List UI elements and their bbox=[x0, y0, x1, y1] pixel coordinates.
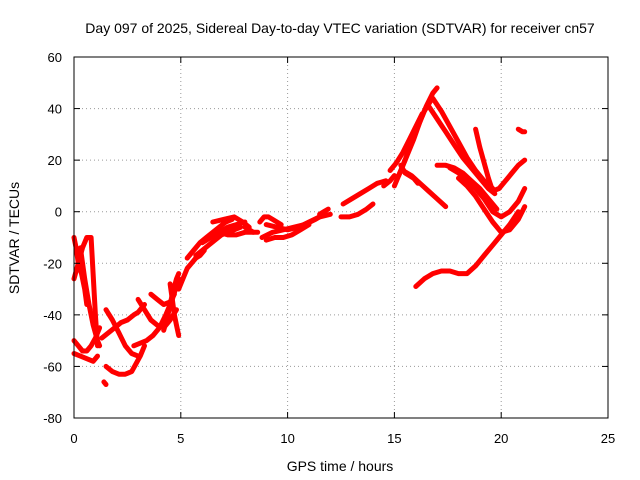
series-track-11 bbox=[135, 296, 179, 331]
y-axis-label: SDTVAR / TECUs bbox=[6, 182, 22, 294]
y-tick-label: 40 bbox=[48, 102, 62, 117]
series-track-29 bbox=[381, 173, 397, 189]
series-track-17 bbox=[193, 224, 244, 258]
y-tick-label: 60 bbox=[48, 50, 62, 65]
y-tick-label: -40 bbox=[43, 308, 62, 323]
x-tick-label: 5 bbox=[177, 431, 184, 446]
series-track-26 bbox=[317, 206, 331, 217]
series-track-5 bbox=[77, 245, 103, 349]
series-track-14 bbox=[167, 281, 182, 338]
y-tick-label: -60 bbox=[43, 359, 62, 374]
grid bbox=[74, 57, 608, 418]
ticks: 0 5 10 15 20 25 -80 -60 -40 -20 0 20 40 60 bbox=[43, 50, 615, 446]
chart-title: Day 097 of 2025, Sidereal Day-to-day VTE… bbox=[85, 20, 595, 36]
series-track-20 bbox=[216, 229, 256, 238]
y-tick-label: -80 bbox=[43, 411, 62, 426]
series-track-28 bbox=[340, 178, 389, 207]
series-track-42 bbox=[515, 126, 528, 135]
series-track-7 bbox=[103, 343, 147, 377]
series-track-15 bbox=[176, 247, 207, 292]
series-track-40 bbox=[473, 126, 528, 194]
series-track-25 bbox=[259, 211, 327, 240]
series-track-24 bbox=[263, 222, 312, 243]
y-tick-label: -20 bbox=[43, 256, 62, 271]
series-track-18 bbox=[199, 219, 248, 246]
series-track-9 bbox=[101, 379, 109, 387]
x-tick-label: 25 bbox=[601, 431, 615, 446]
series-track-4 bbox=[71, 351, 100, 364]
plot-frame bbox=[73, 56, 609, 419]
series-track-19 bbox=[210, 214, 252, 230]
series-track-38 bbox=[447, 165, 528, 220]
series-track-16 bbox=[184, 216, 235, 261]
x-tick-label: 15 bbox=[387, 431, 401, 446]
series-track-41 bbox=[413, 209, 521, 289]
series-track-6 bbox=[99, 302, 147, 341]
series-track-37 bbox=[434, 162, 500, 212]
x-axis-label: GPS time / hours bbox=[287, 458, 394, 474]
y-tick-label: 0 bbox=[55, 205, 62, 220]
series-track-22 bbox=[257, 214, 284, 228]
series-track-21 bbox=[242, 224, 261, 235]
series-layer bbox=[71, 85, 528, 387]
series-track-32 bbox=[396, 98, 434, 179]
series-track-39 bbox=[456, 175, 528, 235]
series-track-36 bbox=[426, 103, 498, 197]
x-tick-label: 0 bbox=[70, 431, 77, 446]
x-tick-label: 20 bbox=[494, 431, 508, 446]
x-tick-label: 10 bbox=[280, 431, 294, 446]
series-track-8 bbox=[103, 307, 141, 359]
y-tick-label: 20 bbox=[48, 153, 62, 168]
series-track-27 bbox=[338, 201, 376, 220]
series-track-34 bbox=[400, 168, 449, 210]
